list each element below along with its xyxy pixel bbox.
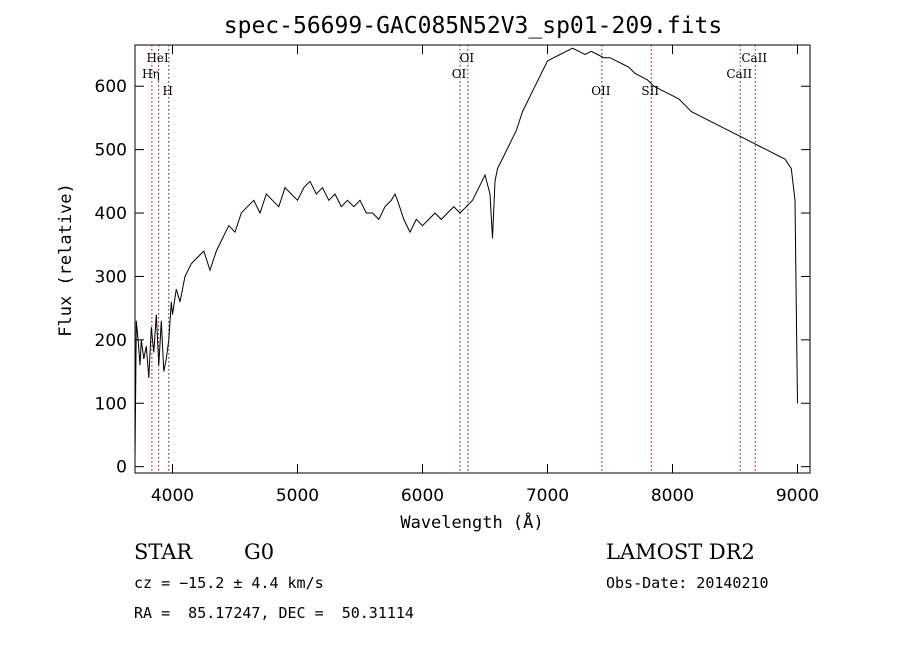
plot-frame	[134, 44, 811, 474]
y-tick-label: 600	[95, 77, 127, 97]
spectral-line-label: H	[163, 84, 173, 98]
spectral-line-label: CaII	[741, 51, 767, 65]
y-tick-label: 0	[116, 458, 127, 478]
spectral-line-label: OII	[591, 84, 611, 98]
object-subclass: G0	[244, 540, 275, 564]
spectral-line-label: OI	[452, 67, 467, 81]
spectral-line-label: SII	[641, 84, 659, 98]
spectral-line-label: OI	[460, 51, 475, 65]
spectrum-chart: spec-56699-GAC085N52V3_sp01-209.fits 400…	[56, 13, 819, 533]
x-tick-label: 5000	[276, 486, 319, 506]
spectral-lines: HeI HηH OI OI OII SII CaII CaII	[142, 45, 767, 473]
observation-date: Obs-Date: 20140210	[606, 574, 769, 592]
x-tick-label: 8000	[651, 486, 694, 506]
y-tick-label: 500	[95, 141, 127, 161]
y-axis-label: Flux (relative)	[56, 183, 76, 337]
survey-name: LAMOST DR2	[606, 540, 755, 564]
spectral-line-label: CaII	[726, 67, 752, 81]
y-tick-label: 200	[95, 331, 127, 351]
x-tick-label: 9000	[776, 486, 819, 506]
x-tick-label: 6000	[401, 486, 444, 506]
spectrum-series-line	[134, 47, 798, 461]
chart-title: spec-56699-GAC085N52V3_sp01-209.fits	[224, 13, 723, 39]
object-class: STAR	[134, 540, 193, 564]
redshift-text: cz = −15.2 ± 4.4 km/s	[134, 574, 324, 592]
y-tick-label: 100	[95, 394, 127, 414]
y-tick-label: 400	[95, 204, 127, 224]
axis-ticks: 4000 5000 6000 7000 8000 9000 0 100 200 300 400 500…	[95, 45, 819, 506]
coordinates-text: RA = 85.17247, DEC = 50.31114	[134, 604, 414, 622]
x-tick-label: 7000	[526, 486, 569, 506]
spectral-line-label: Hη	[142, 67, 160, 81]
x-tick-label: 4000	[151, 486, 194, 506]
x-axis-label: Wavelength (Å)	[400, 511, 543, 533]
y-tick-label: 300	[95, 267, 127, 287]
spectral-line-label: HeI	[146, 51, 169, 65]
